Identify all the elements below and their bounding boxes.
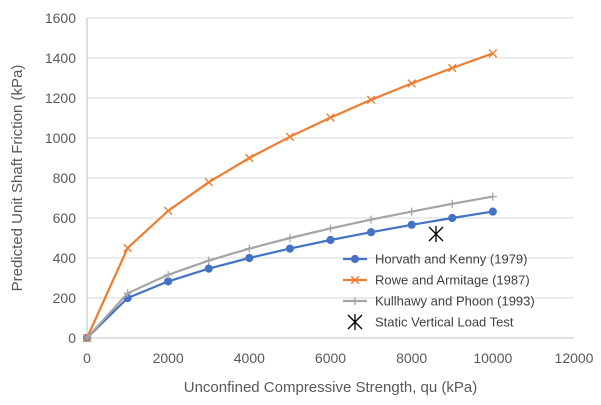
marker-stroke <box>285 132 295 142</box>
data-point <box>245 244 254 253</box>
x-tick-label: 0 <box>83 350 91 366</box>
series-layer <box>82 49 498 343</box>
y-tick-label: 1000 <box>45 130 76 146</box>
y-tick-label: 400 <box>53 250 77 266</box>
data-point <box>366 95 376 105</box>
data-point <box>204 256 213 265</box>
data-point <box>407 220 416 229</box>
data-point <box>351 297 359 305</box>
series-4 <box>428 225 444 243</box>
x-tick-label: 12000 <box>555 350 594 366</box>
data-point <box>448 199 457 208</box>
marker-stroke <box>204 177 214 187</box>
data-point <box>163 206 173 216</box>
data-point <box>428 225 444 243</box>
marker-stroke <box>350 275 360 285</box>
y-tick-label: 0 <box>68 330 76 346</box>
marker-stroke <box>245 153 254 163</box>
data-point <box>123 243 132 253</box>
legend-item: Static Vertical Load Test <box>347 313 514 331</box>
data-point <box>83 334 91 342</box>
x-axis-title: Unconfined Compressive Strength, qu (kPa… <box>184 379 477 396</box>
marker-stroke <box>407 79 416 88</box>
data-point <box>245 253 254 263</box>
data-point <box>245 153 254 163</box>
y-tick-label: 1200 <box>45 90 76 106</box>
data-point <box>350 254 360 264</box>
data-point <box>448 213 457 223</box>
gridlines <box>87 17 574 299</box>
y-tick-label: 200 <box>53 290 77 306</box>
data-point <box>123 289 132 298</box>
data-point <box>488 207 497 216</box>
data-point <box>350 275 360 285</box>
y-tick-label: 1400 <box>45 50 76 66</box>
data-point <box>285 234 294 242</box>
data-point <box>285 132 295 142</box>
x-tick-label: 8000 <box>396 350 427 366</box>
tick-labels: 0 200 400 600 800 1000 1200 1400 1600 0 2000 4000 60… <box>45 10 594 366</box>
data-point <box>488 192 497 201</box>
y-tick-label: 800 <box>53 170 77 186</box>
data-point <box>447 63 457 73</box>
marker-stroke <box>326 113 335 122</box>
legend-label: Kullhawy and Phoon (1993) <box>375 294 535 309</box>
y-tick-label: 1600 <box>45 10 76 26</box>
marker-stroke <box>163 206 173 216</box>
marker-stroke <box>488 49 498 58</box>
x-tick-label: 4000 <box>234 350 265 366</box>
data-point <box>347 313 363 331</box>
y-axis-title: Predicted Unit Shaft Friction (kPa) <box>9 65 26 292</box>
marker-stroke <box>123 243 132 253</box>
data-point <box>326 235 335 245</box>
data-point <box>407 79 416 88</box>
x-tick-label: 6000 <box>315 350 346 366</box>
data-point <box>367 215 376 224</box>
marker-stroke <box>366 95 376 105</box>
data-point <box>164 277 173 286</box>
legend-label: Horvath and Kenny (1979) <box>375 252 527 267</box>
data-point <box>407 207 416 216</box>
legend-label: Rowe and Armitage (1987) <box>375 273 530 288</box>
data-point <box>204 264 213 273</box>
data-point <box>164 270 173 279</box>
data-point <box>285 244 295 253</box>
data-point <box>366 228 376 237</box>
x-tick-label: 10000 <box>473 350 512 366</box>
data-point <box>326 113 335 122</box>
data-point <box>204 177 214 187</box>
axes <box>86 18 574 339</box>
data-point <box>326 224 335 233</box>
y-tick-label: 600 <box>53 210 77 226</box>
legend-item: Horvath and Kenny (1979) <box>343 252 527 267</box>
data-point <box>488 49 498 58</box>
legend-item: Rowe and Armitage (1987) <box>343 273 530 288</box>
legend-label: Static Vertical Load Test <box>375 315 514 330</box>
legend: Horvath and Kenny (1979) Rowe and Armitag… <box>343 252 535 331</box>
marker-stroke <box>447 63 457 73</box>
series-3 <box>83 192 497 342</box>
x-tick-label: 2000 <box>153 350 184 366</box>
legend-item: Kullhawy and Phoon (1993) <box>343 294 535 309</box>
